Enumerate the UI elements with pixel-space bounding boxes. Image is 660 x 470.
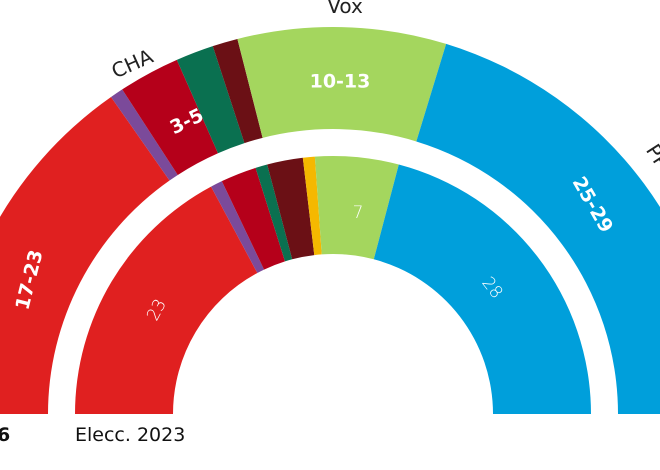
- outer-segment-psoe: [0, 96, 170, 414]
- outer-label-vox: 10-13: [310, 71, 371, 93]
- outer-segment-other-4: [212, 38, 263, 144]
- inner-segment-other-1: [211, 181, 265, 274]
- outer-segment-other-1: [111, 89, 178, 181]
- inner-segment-vox: [314, 156, 399, 260]
- footer-fragment: 6: [0, 424, 10, 446]
- outer-segment-vox: [237, 27, 447, 142]
- outer-segment-other-3: [176, 46, 245, 154]
- inner-segment-psoe: [75, 186, 258, 414]
- outer-ring: [0, 27, 660, 414]
- inner-segment-cha: [221, 167, 285, 270]
- inner-segment-pp: [373, 164, 591, 414]
- inner-ring-caption: Elecc. 2023: [75, 424, 185, 446]
- inner-segment-other-5: [302, 156, 322, 256]
- outer-segment-pp: [416, 43, 660, 414]
- inner-ring-2023: [75, 156, 591, 414]
- inner-segment-other-4: [267, 157, 315, 260]
- party-label-vox: Vox: [327, 0, 363, 18]
- inner-segment-other-3: [255, 164, 293, 262]
- inner-label-vox: 7: [353, 203, 364, 223]
- party-label-pp: PP: [641, 140, 660, 173]
- outer-segment-cha: [122, 59, 218, 175]
